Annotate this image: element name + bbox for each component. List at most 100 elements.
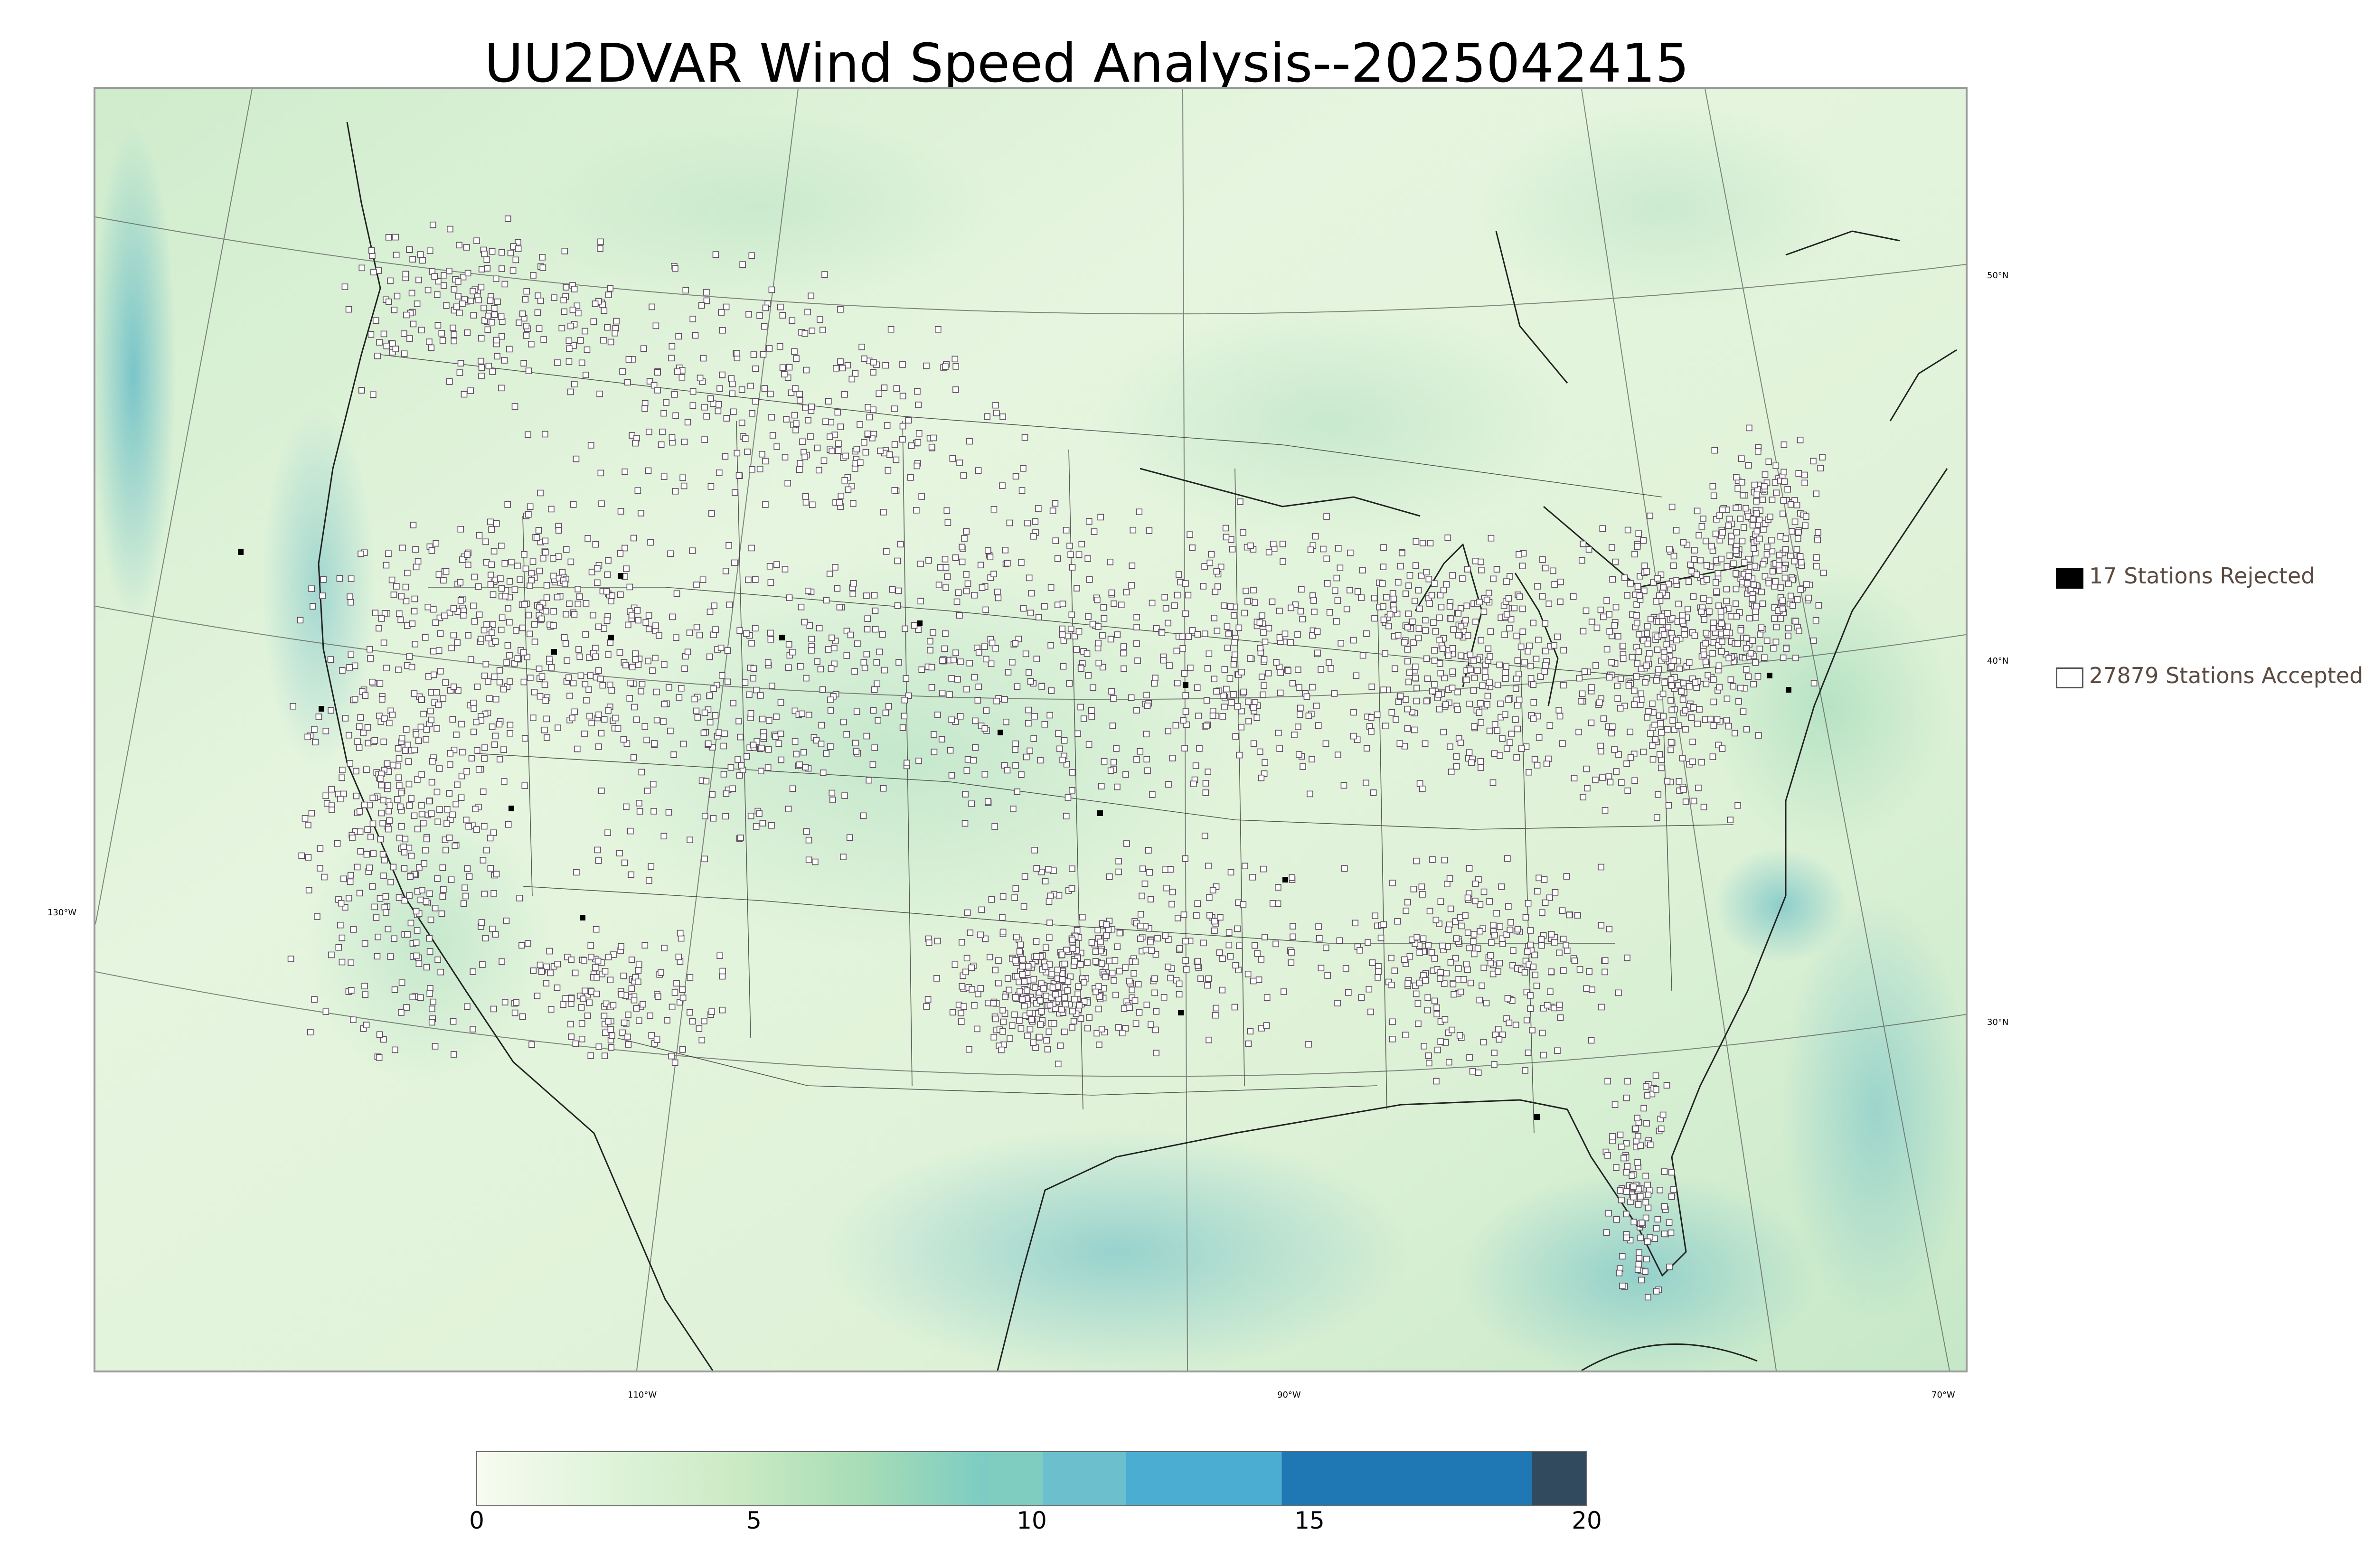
accepted-station-marker xyxy=(937,564,944,571)
accepted-station-marker xyxy=(1152,1026,1159,1033)
accepted-station-marker xyxy=(944,519,951,526)
accepted-station-marker xyxy=(1644,1182,1651,1188)
accepted-station-marker xyxy=(1458,652,1464,659)
accepted-station-marker xyxy=(1276,745,1283,752)
accepted-station-marker xyxy=(470,288,476,294)
accepted-station-marker xyxy=(989,639,996,647)
accepted-station-marker xyxy=(1694,721,1701,727)
accepted-station-marker xyxy=(728,375,735,382)
accepted-station-marker xyxy=(999,1028,1006,1035)
accepted-station-marker xyxy=(476,611,483,618)
accepted-station-marker xyxy=(1129,986,1135,994)
accepted-station-marker xyxy=(1522,914,1529,921)
accepted-station-marker xyxy=(1719,745,1726,752)
accepted-station-marker xyxy=(1647,512,1653,519)
accepted-station-marker xyxy=(1733,474,1740,481)
accepted-station-marker xyxy=(1174,592,1181,599)
map-panel[interactable] xyxy=(94,87,1968,1372)
accepted-station-marker xyxy=(836,604,843,610)
accepted-station-marker xyxy=(827,743,834,750)
accepted-station-marker xyxy=(1183,966,1190,973)
accepted-station-marker xyxy=(1623,1140,1630,1147)
accepted-station-marker xyxy=(1613,1216,1620,1223)
accepted-station-marker xyxy=(975,683,982,690)
accepted-station-marker xyxy=(357,848,364,855)
accepted-station-marker xyxy=(578,1035,585,1042)
accepted-station-marker xyxy=(993,410,1000,416)
accepted-station-marker xyxy=(1441,980,1448,987)
accepted-station-marker xyxy=(367,331,375,338)
accepted-station-marker xyxy=(642,619,650,626)
accepted-station-marker xyxy=(1680,680,1686,686)
accepted-station-marker xyxy=(1021,1003,1028,1010)
accepted-station-marker xyxy=(590,611,596,619)
accepted-station-marker xyxy=(1277,689,1284,696)
accepted-station-marker xyxy=(1027,1025,1034,1033)
accepted-station-marker xyxy=(971,592,978,599)
accepted-station-marker xyxy=(399,545,406,552)
accepted-station-marker xyxy=(1176,945,1183,952)
accepted-station-marker xyxy=(1178,633,1186,640)
accepted-station-marker xyxy=(1794,596,1801,603)
accepted-station-marker xyxy=(845,486,852,493)
accepted-station-marker xyxy=(736,772,743,779)
accepted-station-marker xyxy=(489,925,496,932)
accepted-station-marker xyxy=(1428,949,1435,956)
accepted-station-marker xyxy=(1073,646,1080,653)
accepted-station-marker xyxy=(1262,638,1269,646)
accepted-station-marker xyxy=(1211,927,1218,934)
accepted-station-marker xyxy=(1288,959,1295,966)
accepted-station-marker xyxy=(1585,546,1592,553)
accepted-station-marker xyxy=(837,423,844,430)
accepted-station-marker xyxy=(628,611,635,619)
accepted-station-marker xyxy=(1694,571,1700,578)
accepted-station-marker xyxy=(1162,605,1169,612)
accepted-station-marker xyxy=(528,577,535,583)
accepted-station-marker xyxy=(441,282,447,289)
accepted-station-marker xyxy=(1245,1040,1252,1047)
accepted-station-marker xyxy=(884,422,891,429)
accepted-station-marker xyxy=(377,775,384,782)
accepted-station-marker xyxy=(1641,563,1648,569)
accepted-station-marker xyxy=(1478,637,1485,644)
accepted-station-marker xyxy=(437,968,444,976)
accepted-station-marker xyxy=(1463,676,1470,683)
accepted-station-marker xyxy=(1579,690,1586,697)
accepted-station-marker xyxy=(999,482,1006,489)
accepted-station-marker xyxy=(1049,507,1056,514)
accepted-station-marker xyxy=(1035,505,1042,512)
accepted-station-marker xyxy=(430,606,437,613)
accepted-station-marker xyxy=(848,376,856,383)
accepted-station-marker xyxy=(413,952,420,959)
accepted-station-marker xyxy=(1431,681,1438,688)
accepted-station-marker xyxy=(419,887,425,893)
accepted-station-marker xyxy=(641,942,649,949)
accepted-station-marker xyxy=(426,935,433,942)
accepted-station-marker xyxy=(382,893,389,900)
accepted-station-marker xyxy=(701,709,708,716)
accepted-station-marker xyxy=(805,712,812,718)
accepted-station-marker xyxy=(835,447,842,454)
accepted-station-marker xyxy=(661,661,668,668)
accepted-station-marker xyxy=(1288,604,1294,611)
accepted-station-marker xyxy=(1636,592,1643,599)
accepted-station-marker xyxy=(1147,896,1154,902)
accepted-station-marker xyxy=(1106,873,1113,880)
accepted-station-marker xyxy=(555,724,561,731)
accepted-station-marker xyxy=(398,789,405,797)
accepted-station-marker xyxy=(1550,567,1556,574)
accepted-station-marker xyxy=(422,634,429,641)
accepted-station-marker xyxy=(1111,600,1117,607)
accepted-station-marker xyxy=(1661,1203,1668,1210)
accepted-station-marker xyxy=(643,736,650,743)
accepted-station-marker xyxy=(348,651,354,658)
accepted-station-marker xyxy=(336,575,343,582)
accepted-station-marker xyxy=(1350,709,1357,716)
accepted-station-marker xyxy=(1322,944,1329,951)
colorbar-bin-0 xyxy=(476,1451,988,1506)
accepted-station-marker xyxy=(1746,615,1753,622)
lon-label-130w: 130°W xyxy=(47,908,77,918)
accepted-station-marker xyxy=(1296,684,1302,691)
accepted-station-marker xyxy=(738,762,744,769)
accepted-station-marker xyxy=(692,332,699,339)
